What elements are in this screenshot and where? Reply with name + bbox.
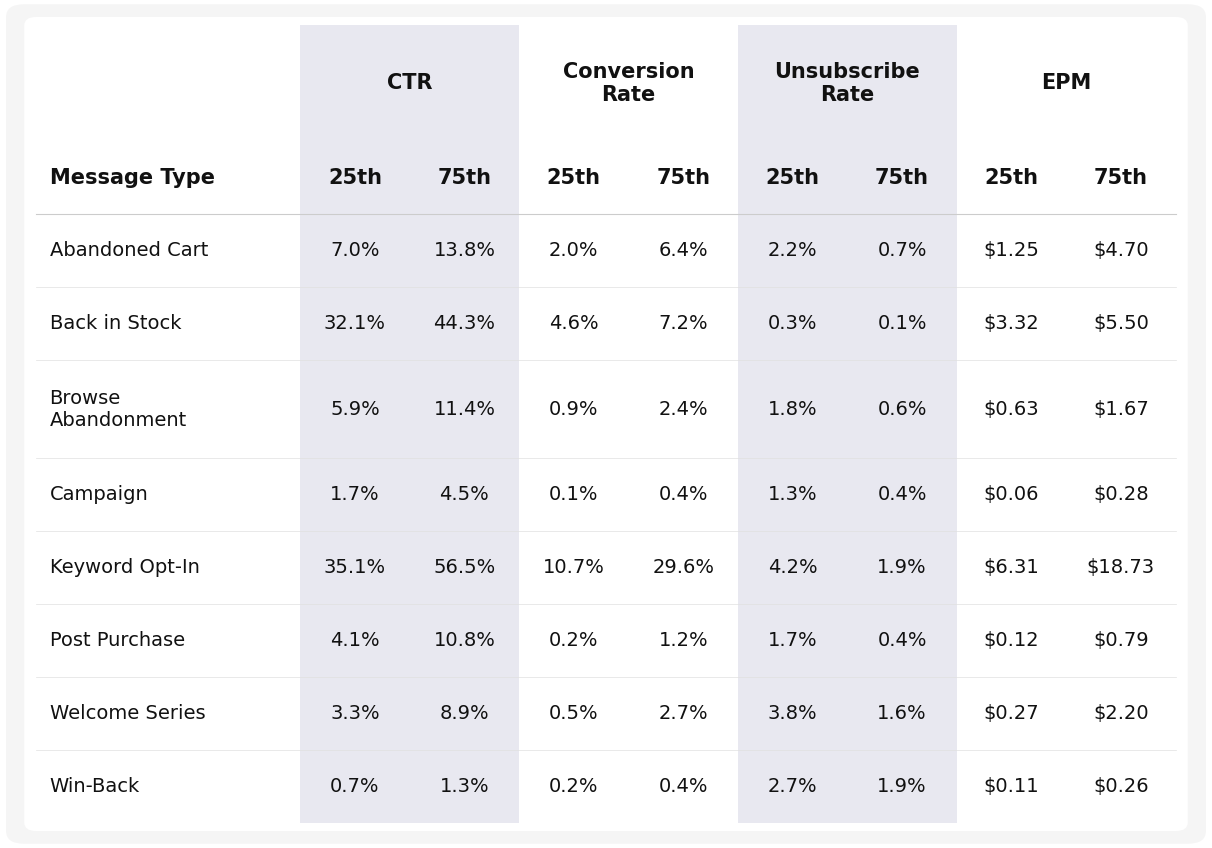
Text: 1.9%: 1.9% bbox=[877, 777, 927, 795]
Text: Welcome Series: Welcome Series bbox=[50, 704, 205, 722]
Text: $2.20: $2.20 bbox=[1093, 704, 1149, 722]
Text: 29.6%: 29.6% bbox=[652, 558, 714, 577]
Text: 75th: 75th bbox=[1094, 168, 1148, 187]
Text: 75th: 75th bbox=[656, 168, 710, 187]
Text: 5.9%: 5.9% bbox=[330, 399, 379, 419]
Text: 1.3%: 1.3% bbox=[768, 485, 817, 505]
Text: 8.9%: 8.9% bbox=[440, 704, 490, 722]
Text: 0.1%: 0.1% bbox=[877, 314, 927, 332]
Text: 0.6%: 0.6% bbox=[877, 399, 927, 419]
Text: 0.1%: 0.1% bbox=[549, 485, 599, 505]
Text: 4.5%: 4.5% bbox=[440, 485, 490, 505]
Text: $1.67: $1.67 bbox=[1093, 399, 1149, 419]
Text: 4.6%: 4.6% bbox=[549, 314, 599, 332]
Text: $18.73: $18.73 bbox=[1087, 558, 1155, 577]
Text: $4.70: $4.70 bbox=[1093, 241, 1149, 260]
Text: 1.9%: 1.9% bbox=[877, 558, 927, 577]
Text: 35.1%: 35.1% bbox=[324, 558, 387, 577]
Text: 25th: 25th bbox=[547, 168, 601, 187]
Text: 1.7%: 1.7% bbox=[768, 631, 817, 650]
Text: 1.3%: 1.3% bbox=[440, 777, 490, 795]
Text: 4.1%: 4.1% bbox=[330, 631, 379, 650]
Text: 0.7%: 0.7% bbox=[877, 241, 927, 260]
Text: $0.26: $0.26 bbox=[1093, 777, 1149, 795]
Text: $0.27: $0.27 bbox=[984, 704, 1040, 722]
Text: 75th: 75th bbox=[438, 168, 491, 187]
Text: $0.12: $0.12 bbox=[984, 631, 1040, 650]
Text: Keyword Opt-In: Keyword Opt-In bbox=[50, 558, 200, 577]
Text: $1.25: $1.25 bbox=[984, 241, 1040, 260]
Text: 0.2%: 0.2% bbox=[549, 777, 599, 795]
Text: Post Purchase: Post Purchase bbox=[50, 631, 184, 650]
Text: 0.4%: 0.4% bbox=[658, 777, 708, 795]
Text: 0.7%: 0.7% bbox=[330, 777, 379, 795]
FancyBboxPatch shape bbox=[6, 4, 1206, 844]
Text: Message Type: Message Type bbox=[50, 168, 215, 187]
Text: 1.6%: 1.6% bbox=[877, 704, 927, 722]
Text: 25th: 25th bbox=[984, 168, 1039, 187]
Text: $6.31: $6.31 bbox=[984, 558, 1040, 577]
Text: $0.79: $0.79 bbox=[1093, 631, 1149, 650]
Bar bbox=[738, 25, 956, 823]
Text: Win-Back: Win-Back bbox=[50, 777, 139, 795]
Text: 0.5%: 0.5% bbox=[549, 704, 599, 722]
Text: 2.0%: 2.0% bbox=[549, 241, 599, 260]
Text: 2.2%: 2.2% bbox=[768, 241, 817, 260]
Text: 56.5%: 56.5% bbox=[433, 558, 496, 577]
Text: 10.8%: 10.8% bbox=[434, 631, 496, 650]
Text: 10.7%: 10.7% bbox=[543, 558, 605, 577]
Text: 1.7%: 1.7% bbox=[330, 485, 379, 505]
Text: 32.1%: 32.1% bbox=[324, 314, 385, 332]
Bar bbox=[301, 25, 519, 823]
FancyBboxPatch shape bbox=[24, 17, 1188, 831]
Text: 2.4%: 2.4% bbox=[658, 399, 708, 419]
Text: 13.8%: 13.8% bbox=[434, 241, 496, 260]
Text: 75th: 75th bbox=[875, 168, 930, 187]
Text: EPM: EPM bbox=[1041, 73, 1091, 93]
Text: 2.7%: 2.7% bbox=[768, 777, 817, 795]
Text: $0.63: $0.63 bbox=[984, 399, 1040, 419]
Text: 3.8%: 3.8% bbox=[768, 704, 817, 722]
Text: 0.2%: 0.2% bbox=[549, 631, 599, 650]
Text: 7.0%: 7.0% bbox=[330, 241, 379, 260]
Text: 11.4%: 11.4% bbox=[434, 399, 496, 419]
Text: Back in Stock: Back in Stock bbox=[50, 314, 181, 332]
Text: Unsubscribe
Rate: Unsubscribe Rate bbox=[774, 62, 920, 105]
Text: $5.50: $5.50 bbox=[1093, 314, 1149, 332]
Text: 0.9%: 0.9% bbox=[549, 399, 599, 419]
Text: 3.3%: 3.3% bbox=[330, 704, 379, 722]
Text: $0.28: $0.28 bbox=[1093, 485, 1149, 505]
Text: $3.32: $3.32 bbox=[984, 314, 1040, 332]
FancyBboxPatch shape bbox=[301, 25, 519, 823]
Text: 4.2%: 4.2% bbox=[768, 558, 817, 577]
Text: 7.2%: 7.2% bbox=[658, 314, 708, 332]
Text: $0.06: $0.06 bbox=[984, 485, 1039, 505]
Text: 0.3%: 0.3% bbox=[768, 314, 817, 332]
FancyBboxPatch shape bbox=[738, 25, 956, 823]
Text: 2.7%: 2.7% bbox=[658, 704, 708, 722]
Text: 0.4%: 0.4% bbox=[877, 631, 927, 650]
Text: CTR: CTR bbox=[387, 73, 433, 93]
Text: 25th: 25th bbox=[766, 168, 819, 187]
Text: Conversion
Rate: Conversion Rate bbox=[562, 62, 694, 105]
Text: Abandoned Cart: Abandoned Cart bbox=[50, 241, 208, 260]
Text: 44.3%: 44.3% bbox=[434, 314, 496, 332]
Text: 6.4%: 6.4% bbox=[658, 241, 708, 260]
Text: 0.4%: 0.4% bbox=[658, 485, 708, 505]
Text: 0.4%: 0.4% bbox=[877, 485, 927, 505]
Text: Browse
Abandonment: Browse Abandonment bbox=[50, 388, 187, 429]
Text: $0.11: $0.11 bbox=[984, 777, 1040, 795]
Text: Campaign: Campaign bbox=[50, 485, 148, 505]
Text: 1.2%: 1.2% bbox=[658, 631, 708, 650]
Text: 1.8%: 1.8% bbox=[768, 399, 817, 419]
Text: 25th: 25th bbox=[328, 168, 382, 187]
